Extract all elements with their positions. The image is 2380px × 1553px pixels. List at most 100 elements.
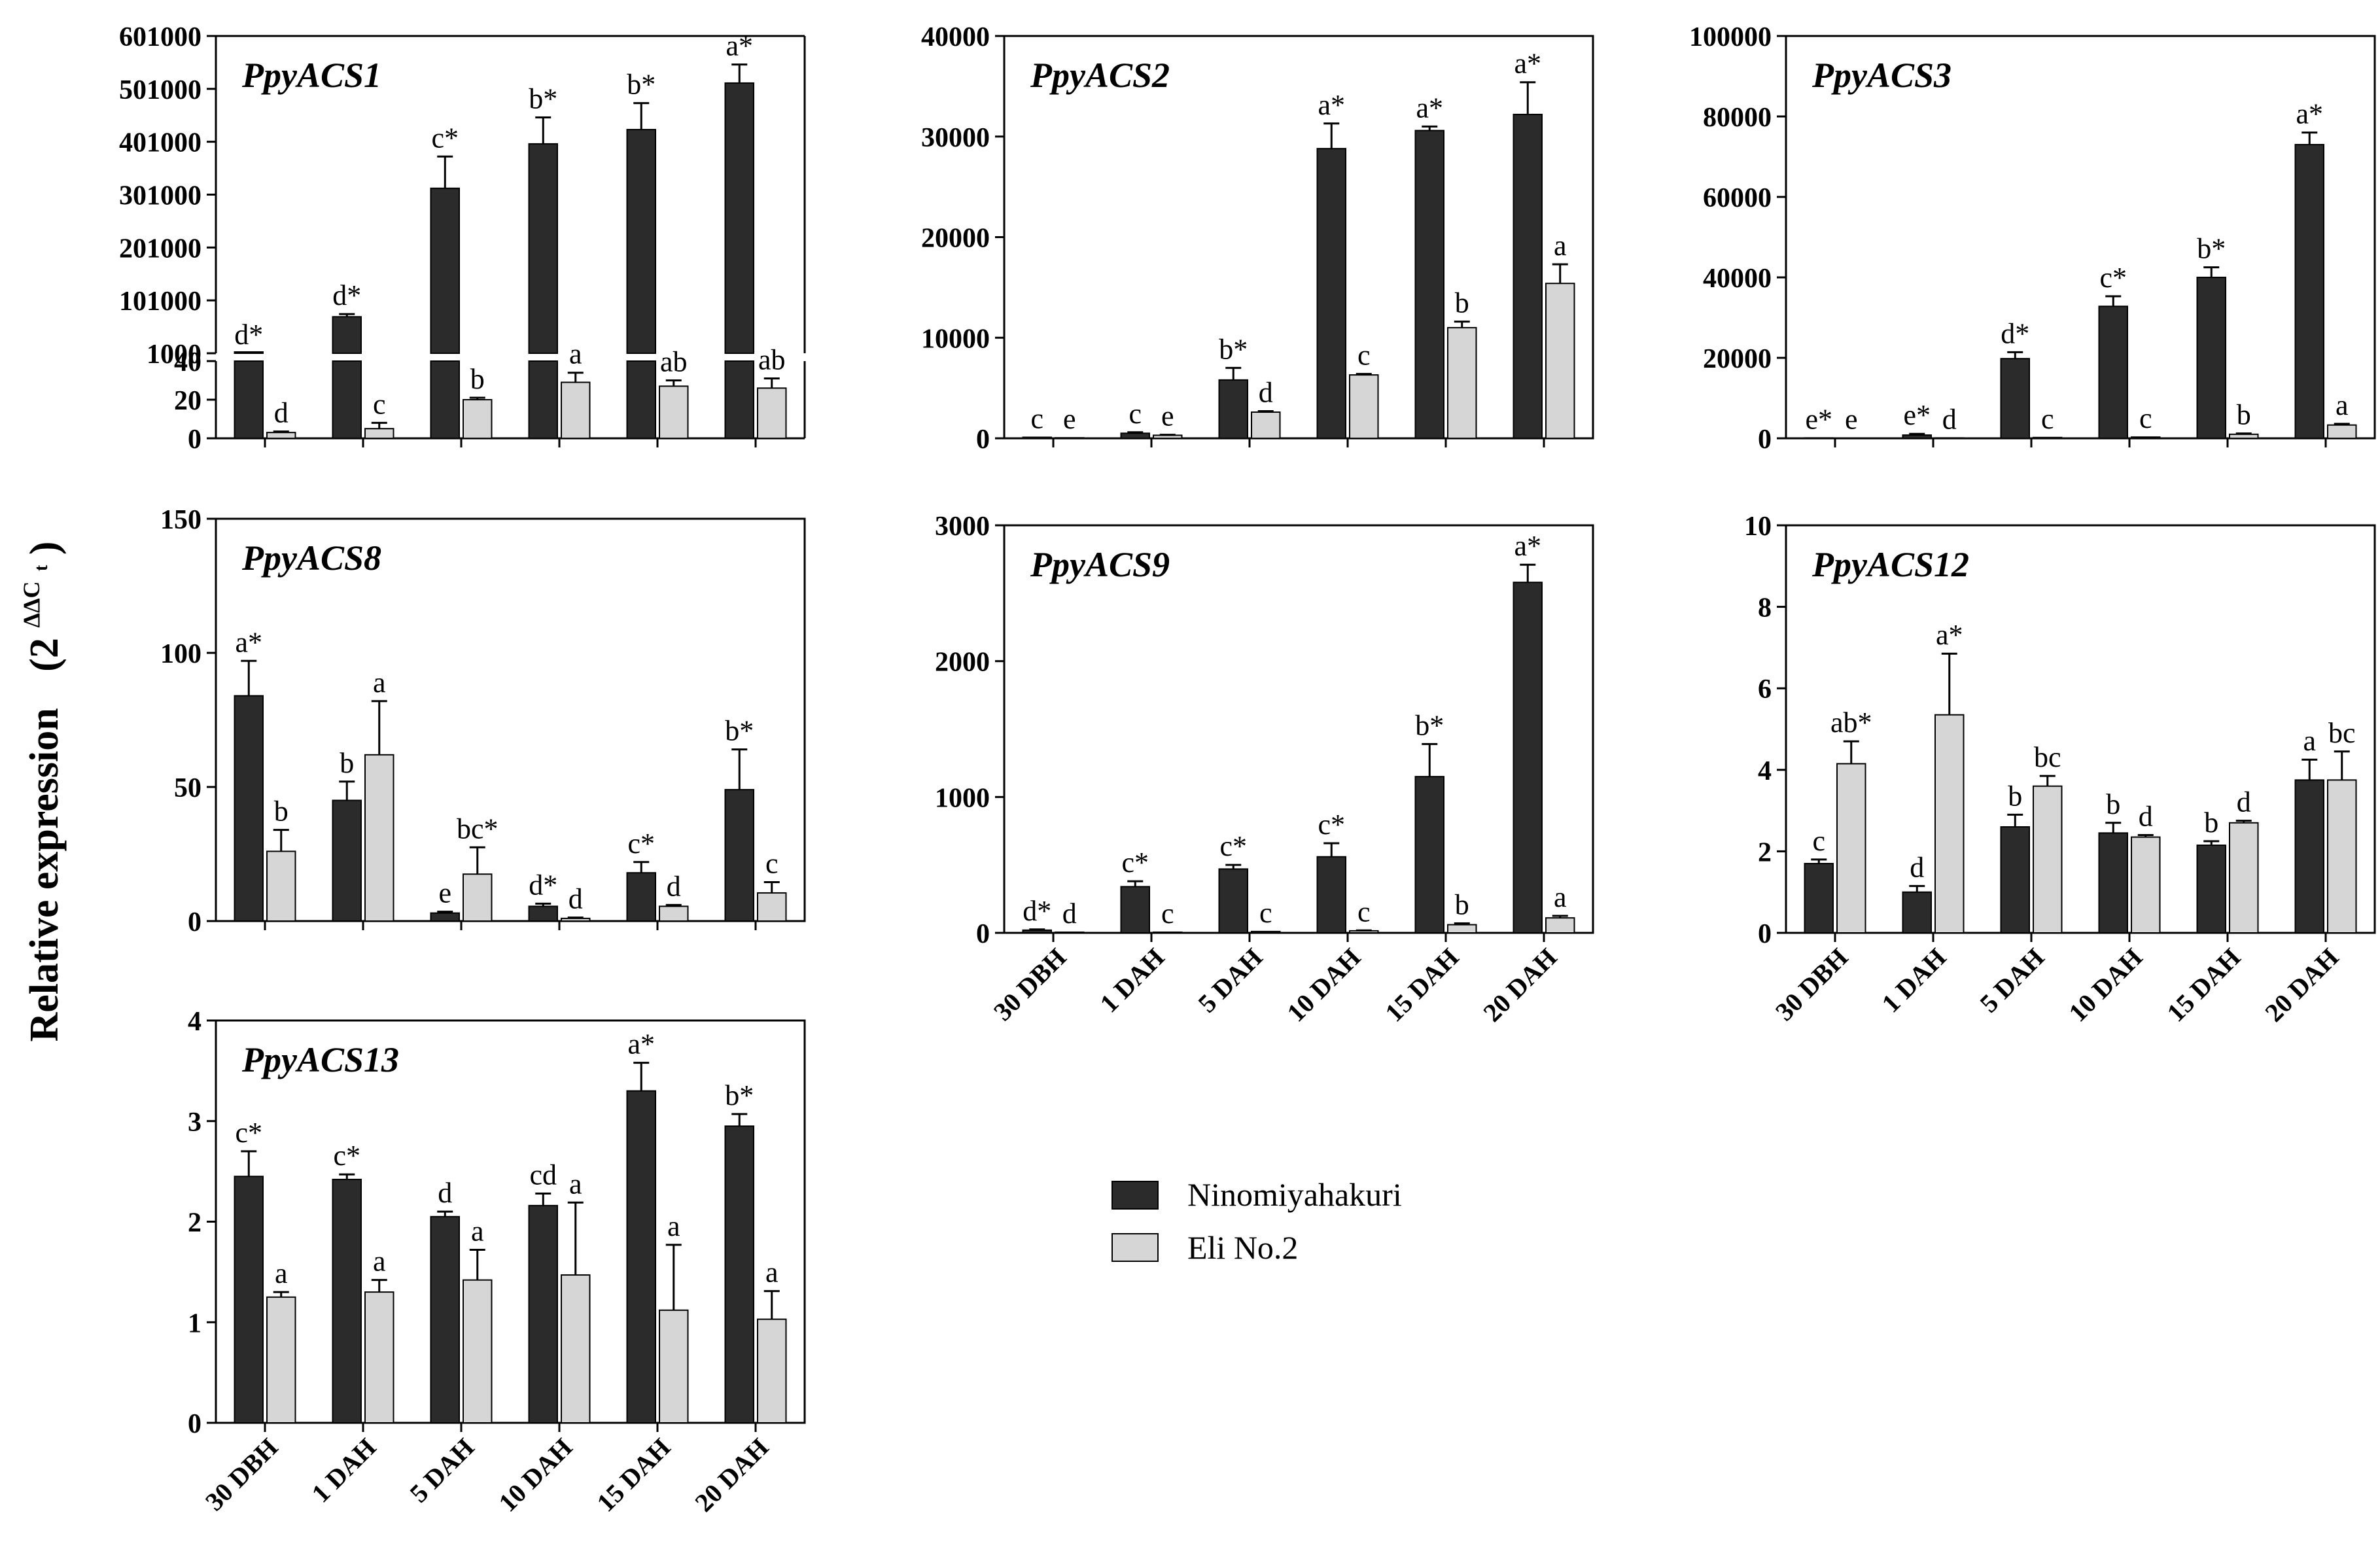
- bar-ppyacs9-eli-no2-5-dah: [1251, 930, 1281, 934]
- y-axis-unit-open: (2: [22, 638, 67, 672]
- sig-label-ppyacs13-eli-no2-5-dah: a: [471, 1215, 484, 1248]
- legend-swatch-eli-no2: [1111, 1233, 1159, 1262]
- sig-label-ppyacs8-eli-no2-5-dah: bc*: [457, 812, 499, 845]
- y-tick-label-ppyacs13-0: 0: [188, 1409, 201, 1439]
- sig-label-ppyacs9-eli-no2-15-dah: b: [1455, 888, 1469, 920]
- bar-ppyacs12-ninomiyahakuri-15-dah: [2196, 845, 2226, 934]
- sig-label-ppyacs8-ninomiyahakuri-30-dbh: a*: [235, 626, 262, 658]
- bar-ppyacs2-ninomiyahakuri-5-dah: [1218, 379, 1248, 440]
- bar-ppyacs2-eli-no2-5-dah: [1251, 411, 1281, 440]
- y-tick-label-ppyacs8-100: 100: [160, 639, 201, 669]
- x-tick-label-ppyacs13-20-dah: 20 DAH: [689, 1433, 774, 1518]
- y-tick-label-ppyacs8-150: 150: [160, 505, 201, 535]
- bar-ppyacs2-ninomiyahakuri-10-dah: [1316, 148, 1346, 439]
- sig-label-ppyacs13-ninomiyahakuri-15-dah: a*: [627, 1028, 655, 1060]
- bar-ppyacs3-ninomiyahakuri-15-dah: [2196, 277, 2226, 439]
- x-tick-label-ppyacs9-10-dah: 10 DAH: [1281, 943, 1366, 1028]
- sig-label-ppyacs9-eli-no2-10-dah: c: [1357, 896, 1371, 928]
- sig-label-ppyacs13-eli-no2-20-dah: a: [765, 1257, 779, 1289]
- sig-label-ppyacs1-eli-no2-1-dah: c: [373, 388, 386, 420]
- bar-ppyacs13-ninomiyahakuri-1-dah: [332, 1178, 362, 1424]
- legend-swatch-ninomiyahakuri: [1111, 1181, 1159, 1210]
- bar-ppyacs1-ninomiyahakuri-1-dah-lower: [332, 360, 362, 439]
- sig-label-ppyacs13-eli-no2-15-dah: a: [667, 1210, 680, 1242]
- bar-ppyacs13-eli-no2-15-dah: [659, 1309, 689, 1424]
- plot-frame-ppyacs13: [215, 1019, 806, 1424]
- bar-ppyacs8-ninomiyahakuri-1-dah: [332, 799, 362, 922]
- sig-label-ppyacs9-ninomiyahakuri-30-dbh: d*: [1023, 895, 1051, 927]
- sig-label-ppyacs13-ninomiyahakuri-10-dah: cd: [529, 1159, 557, 1191]
- sig-label-ppyacs8-eli-no2-20-dah: c: [765, 848, 779, 880]
- bar-ppyacs3-ninomiyahakuri-5-dah: [2000, 358, 2030, 439]
- sig-label-ppyacs12-eli-no2-1-dah: a*: [1936, 619, 1963, 651]
- sig-label-ppyacs1-ninomiyahakuri-15-dah: b*: [627, 69, 656, 101]
- bar-ppyacs3-eli-no2-15-dah: [2229, 433, 2259, 439]
- bar-ppyacs9-eli-no2-15-dah: [1447, 924, 1477, 934]
- bar-ppyacs1-eli-no2-10-dah: [561, 381, 591, 440]
- x-tick-label-ppyacs12-5-dah: 5 DAH: [1974, 943, 2050, 1019]
- y-tick-label-ppyacs2-10000: 10000: [921, 324, 990, 354]
- bar-ppyacs8-eli-no2-10-dah: [561, 917, 591, 922]
- sig-label-ppyacs12-eli-no2-10-dah: d: [2139, 800, 2153, 832]
- bar-ppyacs1-eli-no2-15-dah: [659, 385, 689, 439]
- bar-ppyacs3-ninomiyahakuri-1-dah: [1902, 434, 1932, 440]
- sig-label-ppyacs2-eli-no2-5-dah: d: [1259, 376, 1273, 408]
- x-tick-label-ppyacs12-1-dah: 1 DAH: [1876, 943, 1951, 1019]
- bar-ppyacs2-ninomiyahakuri-15-dah: [1414, 130, 1444, 439]
- sig-label-ppyacs1-ninomiyahakuri-5-dah: c*: [431, 122, 459, 154]
- plot-frame-ppyacs9: [1003, 524, 1594, 934]
- x-tick-label-ppyacs13-30-dbh: 30 DBH: [200, 1433, 283, 1516]
- y-tick-label-ppyacs1-201000: 201000: [119, 234, 201, 264]
- sig-label-ppyacs1-eli-no2-15-dah: ab: [660, 346, 688, 378]
- y-tick-label-ppyacs3-20000: 20000: [1703, 344, 1772, 374]
- x-tick-label-ppyacs12-15-dah: 15 DAH: [2161, 943, 2246, 1028]
- sig-label-ppyacs9-eli-no2-5-dah: c: [1259, 897, 1272, 929]
- sig-label-ppyacs1-eli-no2-10-dah: a: [569, 338, 582, 370]
- bar-ppyacs2-ninomiyahakuri-30-dbh: [1022, 436, 1052, 440]
- sig-label-ppyacs1-ninomiyahakuri-1-dah: d*: [332, 279, 361, 311]
- bar-ppyacs8-eli-no2-15-dah: [659, 905, 689, 922]
- bar-ppyacs12-ninomiyahakuri-5-dah: [2000, 826, 2030, 934]
- bar-ppyacs9-eli-no2-1-dah: [1153, 931, 1183, 934]
- y-axis-unit-close: ): [22, 541, 67, 555]
- sig-label-ppyacs2-eli-no2-20-dah: a: [1554, 230, 1567, 262]
- y-tick-label-ppyacs1-40: 40: [174, 347, 201, 377]
- sig-label-ppyacs9-ninomiyahakuri-20-dah: a*: [1514, 530, 1541, 562]
- sig-label-ppyacs3-ninomiyahakuri-1-dah: e*: [1903, 399, 1931, 431]
- sig-label-ppyacs2-ninomiyahakuri-1-dah: c: [1129, 398, 1142, 430]
- y-tick-label-ppyacs12-10: 10: [1744, 512, 1772, 542]
- sig-label-ppyacs3-ninomiyahakuri-5-dah: d*: [2001, 317, 2029, 349]
- bar-ppyacs1-eli-no2-20-dah: [757, 387, 787, 439]
- y-tick-label-ppyacs1-20: 20: [174, 386, 201, 416]
- sig-label-ppyacs8-eli-no2-30-dbh: b: [274, 795, 289, 828]
- bar-ppyacs8-eli-no2-30-dbh: [266, 850, 296, 922]
- x-tick-label-ppyacs12-10-dah: 10 DAH: [2063, 943, 2148, 1028]
- bar-ppyacs12-eli-no2-5-dah: [2033, 785, 2063, 934]
- chart-title-ppyacs9: PpyACS9: [1030, 545, 1170, 584]
- sig-label-ppyacs3-eli-no2-20-dah: a: [2336, 389, 2349, 421]
- bar-ppyacs12-eli-no2-15-dah: [2229, 822, 2259, 934]
- y-tick-label-ppyacs13-1: 1: [188, 1308, 201, 1338]
- sig-label-ppyacs8-ninomiyahakuri-1-dah: b: [340, 747, 354, 779]
- sig-label-ppyacs9-eli-no2-1-dah: c: [1161, 898, 1174, 930]
- y-tick-label-ppyacs12-2: 2: [1758, 837, 1772, 867]
- bar-ppyacs12-ninomiyahakuri-1-dah: [1902, 891, 1932, 934]
- chart-title-ppyacs8: PpyACS8: [241, 538, 381, 578]
- chart-title-ppyacs1: PpyACS1: [241, 56, 381, 95]
- sig-label-ppyacs9-eli-no2-20-dah: a: [1554, 881, 1567, 913]
- bar-ppyacs13-ninomiyahakuri-10-dah: [528, 1204, 558, 1424]
- sig-label-ppyacs12-ninomiyahakuri-30-dbh: c: [1812, 825, 1825, 857]
- bar-ppyacs9-ninomiyahakuri-5-dah: [1218, 868, 1248, 934]
- sig-label-ppyacs9-ninomiyahakuri-1-dah: c*: [1121, 846, 1149, 879]
- bar-ppyacs9-ninomiyahakuri-20-dah: [1513, 582, 1543, 934]
- bar-ppyacs1-eli-no2-30-dbh: [266, 432, 296, 440]
- plot-frame-ppyacs3: [1785, 35, 2376, 440]
- sig-label-ppyacs8-eli-no2-15-dah: d: [667, 870, 681, 902]
- bar-ppyacs12-eli-no2-30-dbh: [1836, 763, 1866, 934]
- sig-label-ppyacs13-eli-no2-30-dbh: a: [275, 1257, 288, 1289]
- bar-ppyacs13-eli-no2-30-dbh: [266, 1296, 296, 1423]
- y-tick-label-ppyacs3-0: 0: [1758, 425, 1772, 455]
- bar-ppyacs3-eli-no2-10-dah: [2131, 436, 2161, 440]
